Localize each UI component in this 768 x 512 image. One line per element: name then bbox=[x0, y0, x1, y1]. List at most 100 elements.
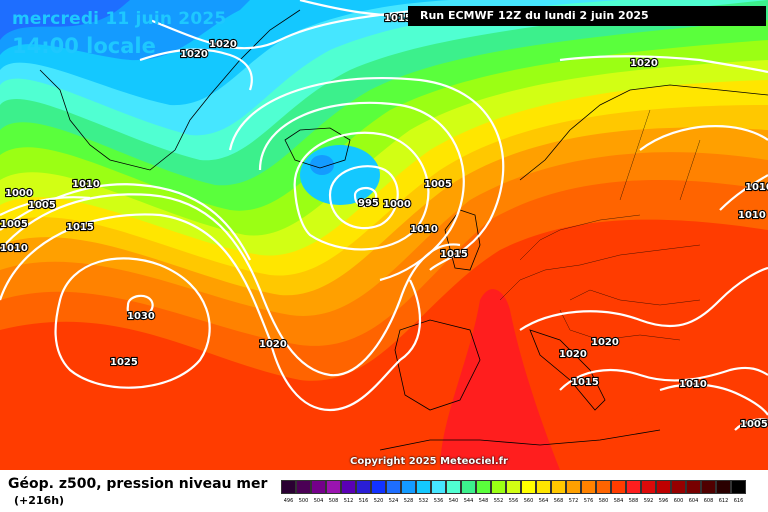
scale-label: 556 bbox=[508, 498, 519, 504]
isobar-label: 1020 bbox=[209, 39, 237, 50]
iceland-coast bbox=[284, 127, 351, 169]
map-title: Géop. z500, pression niveau mer bbox=[8, 476, 268, 492]
scale-label: 544 bbox=[463, 498, 474, 504]
band-deep bbox=[0, 0, 130, 40]
isobar-1015-north bbox=[299, 0, 421, 17]
isobar-label: 1020 bbox=[630, 58, 658, 69]
isobar-low-3 bbox=[293, 131, 430, 251]
scale-label: 508 bbox=[328, 498, 339, 504]
scale-label: 548 bbox=[478, 498, 489, 504]
weather-map: 1015 1020 1020 1020 1000 1005 1005 1010 … bbox=[0, 0, 768, 470]
scale-swatch bbox=[566, 480, 581, 494]
scale-swatch bbox=[356, 480, 371, 494]
scale-label: 608 bbox=[703, 498, 714, 504]
isobar-1030 bbox=[126, 294, 154, 319]
isobar-1010-se bbox=[659, 383, 768, 416]
color-scale-labels: 496 500 504 508 512 516 520 524 528 532 536 540 544 5… bbox=[281, 498, 746, 504]
isobar-label: 1025 bbox=[110, 357, 138, 368]
isobar-label: 1020 bbox=[259, 339, 287, 350]
isobar-outer-1 bbox=[228, 76, 505, 271]
isobar-label: 1015 bbox=[66, 222, 94, 233]
isobar-label: 1005 bbox=[28, 200, 56, 211]
isobar-label: 1005 bbox=[740, 419, 768, 430]
scale-swatch bbox=[641, 480, 656, 494]
isobar-label: 1000 bbox=[5, 188, 33, 199]
scale-label: 528 bbox=[403, 498, 414, 504]
scale-label: 612 bbox=[718, 498, 729, 504]
scale-label: 540 bbox=[448, 498, 459, 504]
scale-swatch bbox=[476, 480, 491, 494]
scale-swatch bbox=[296, 480, 311, 494]
isobar-1015-west bbox=[0, 193, 461, 377]
scale-swatch bbox=[311, 480, 326, 494]
scale-swatch bbox=[521, 480, 536, 494]
scale-label: 572 bbox=[568, 498, 579, 504]
isobar-1020-ridge bbox=[0, 213, 422, 412]
band-red-east bbox=[600, 394, 768, 470]
scale-label: 616 bbox=[733, 498, 744, 504]
scale-label: 568 bbox=[553, 498, 564, 504]
isobar-east-1 bbox=[639, 124, 768, 151]
scale-swatch bbox=[656, 480, 671, 494]
borders bbox=[499, 109, 701, 341]
scale-label: 576 bbox=[583, 498, 594, 504]
scale-label: 600 bbox=[673, 498, 684, 504]
scale-label: 588 bbox=[628, 498, 639, 504]
isobar-label: 1005 bbox=[424, 179, 452, 190]
isobar-1015-south bbox=[559, 366, 768, 391]
scale-swatch bbox=[431, 480, 446, 494]
valid-time: 14:00 locale bbox=[12, 34, 156, 58]
copyright-text: Copyright 2025 Meteociel.fr bbox=[350, 456, 508, 467]
isobar-label: 1010 bbox=[0, 243, 28, 254]
scale-label: 564 bbox=[538, 498, 549, 504]
scale-label: 520 bbox=[373, 498, 384, 504]
scale-swatch bbox=[461, 480, 476, 494]
scale-label: 504 bbox=[313, 498, 324, 504]
scale-label: 524 bbox=[388, 498, 399, 504]
isobar-label: 995 bbox=[358, 198, 379, 209]
isobar-label: 1020 bbox=[180, 49, 208, 60]
isobar-labels: 1015 1020 1020 1020 1000 1005 1005 1010 … bbox=[0, 12, 768, 431]
isobar-1020-greenland bbox=[139, 48, 253, 91]
isobar-label: 1010 bbox=[679, 379, 707, 390]
band-red bbox=[440, 289, 560, 470]
isobar-1020-ne bbox=[559, 55, 768, 74]
africa-coast bbox=[379, 429, 661, 451]
isobar-low-2 bbox=[328, 165, 399, 230]
scale-label: 580 bbox=[598, 498, 609, 504]
isobar-low-4 bbox=[258, 101, 465, 282]
scale-swatch bbox=[446, 480, 461, 494]
isobar-label: 1015 bbox=[384, 13, 412, 24]
legend-footer: Géop. z500, pression niveau mer (+216h) … bbox=[0, 470, 768, 512]
model-run-label: Run ECMWF 12Z du lundi 2 juin 2025 bbox=[408, 6, 766, 26]
scale-swatch bbox=[716, 480, 731, 494]
scale-swatch bbox=[731, 480, 746, 494]
scale-swatch bbox=[686, 480, 701, 494]
scale-swatch bbox=[386, 480, 401, 494]
isobar-label: 1010 bbox=[72, 179, 100, 190]
scale-swatch bbox=[326, 480, 341, 494]
isobar-label: 1005 bbox=[0, 219, 28, 230]
scale-swatch bbox=[701, 480, 716, 494]
isobar-1010-west bbox=[0, 183, 251, 261]
isobar-label: 1030 bbox=[127, 311, 155, 322]
isobar-1005-west bbox=[0, 196, 91, 216]
scale-swatch bbox=[341, 480, 356, 494]
valid-date: mercredi 11 juin 2025 bbox=[12, 9, 227, 29]
isobar-label: 1010 bbox=[738, 210, 766, 221]
scale-swatch bbox=[671, 480, 686, 494]
europe-coast bbox=[519, 84, 768, 181]
isobar-1025 bbox=[54, 257, 211, 389]
scale-label: 536 bbox=[433, 498, 444, 504]
isobar-1005-se bbox=[734, 418, 768, 431]
scale-label: 604 bbox=[688, 498, 699, 504]
scale-swatch bbox=[536, 480, 551, 494]
scale-swatch bbox=[401, 480, 416, 494]
isobar-label: 1015 bbox=[571, 377, 599, 388]
isobar-label: 1015 bbox=[440, 249, 468, 260]
isobars bbox=[0, 0, 768, 431]
scale-swatch bbox=[596, 480, 611, 494]
scale-label: 500 bbox=[298, 498, 309, 504]
isobar-label: 1020 bbox=[559, 349, 587, 360]
